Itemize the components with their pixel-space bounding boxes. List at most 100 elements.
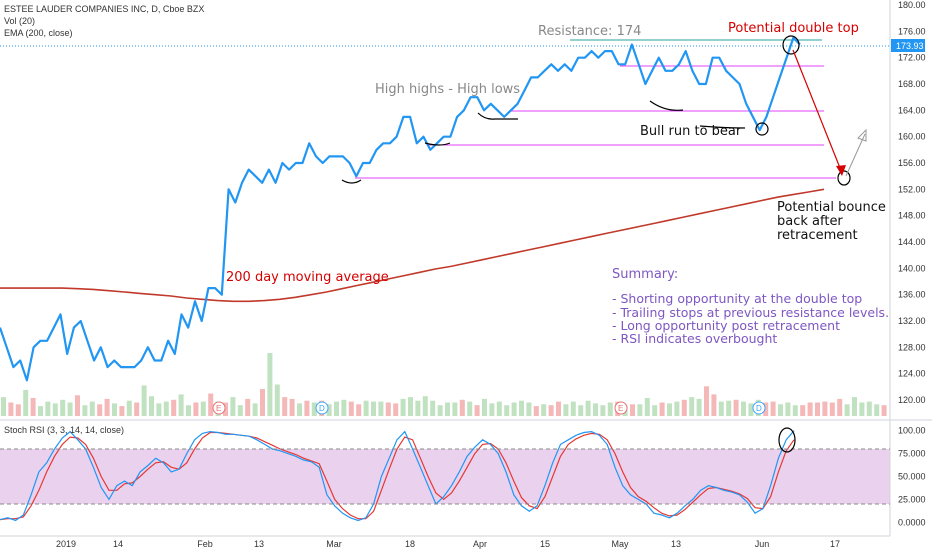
time-tick-label: Mar	[326, 539, 342, 549]
volume-bar	[489, 403, 495, 416]
time-tick-label: 2019	[56, 539, 76, 549]
rsi-tick-label: 0.0000	[898, 517, 926, 527]
time-tick-label: 15	[540, 539, 550, 549]
volume-bar	[437, 405, 443, 416]
dividend-marker-2-label: D	[756, 404, 762, 413]
volume-bar	[75, 395, 80, 416]
volume-bar	[482, 398, 487, 416]
volume-bar	[874, 404, 880, 416]
price-tick-label: 168.00	[898, 79, 926, 89]
bull-run-label: Bull run to bear	[640, 124, 742, 139]
volume-bar	[504, 405, 510, 416]
volume-bar	[385, 402, 391, 416]
time-tick-label: Feb	[197, 539, 213, 549]
summary-line-4: - RSI indicates overbought	[612, 331, 777, 346]
volume-bar	[659, 402, 665, 416]
volume-bar	[252, 403, 258, 416]
volume-bar	[230, 397, 236, 416]
double-top-circle	[782, 35, 800, 55]
volume-bar	[171, 399, 177, 416]
volume-bar	[223, 402, 228, 416]
symbol-legend[interactable]: ESTEE LAUDER COMPANIES INC, D, Cboe BZX	[4, 4, 204, 14]
volume-bar	[326, 404, 332, 416]
volume-bar	[15, 404, 21, 416]
volume-bar	[52, 403, 58, 416]
low-swoosh-2	[424, 142, 451, 146]
volume-bar	[119, 406, 125, 416]
earnings-marker-1[interactable]	[212, 401, 226, 415]
ema-legend[interactable]: EMA (200, close)	[4, 28, 73, 38]
bounce-label-3: retracement	[777, 228, 858, 243]
dividend-marker-1-label: D	[319, 404, 325, 413]
volume-bar	[681, 399, 687, 416]
earnings-marker-2[interactable]	[614, 401, 628, 415]
volume-bar	[445, 402, 450, 416]
volume-bar	[371, 401, 376, 416]
volume-bar	[208, 393, 214, 416]
volume-bar	[356, 404, 362, 416]
stoch-d-line	[0, 431, 795, 521]
time-tick-label: Jun	[755, 539, 770, 549]
volume-bar	[245, 398, 251, 416]
volume-bar	[1, 397, 6, 416]
price-badge-bg	[891, 39, 925, 52]
volume-bar	[289, 398, 295, 416]
rsi-tick-label: 50.000	[898, 472, 926, 482]
volume-bar	[533, 406, 539, 416]
volume-bar	[82, 405, 88, 416]
price-tick-label: 156.00	[898, 158, 926, 168]
volume-bar	[186, 405, 191, 416]
volume-bar	[304, 400, 310, 416]
resistance-label: Resistance: 174	[538, 24, 641, 39]
time-tick-label: 14	[113, 539, 123, 549]
price-tick-label: 124.00	[898, 369, 926, 379]
volume-bar	[829, 402, 835, 416]
volume-bar	[163, 401, 169, 416]
volume-bar	[837, 398, 843, 416]
volume-bar	[112, 403, 117, 416]
dividend-marker-2[interactable]	[752, 401, 766, 415]
volume-bar	[578, 405, 584, 416]
price-line-group	[0, 36, 801, 382]
projection-up-arrowhead	[857, 128, 867, 142]
volume-bar	[38, 406, 43, 416]
time-tick-label: Apr	[473, 539, 487, 549]
volume-bar	[282, 397, 288, 416]
volume-bar	[341, 399, 347, 416]
volume-bar	[149, 396, 154, 416]
volume-bar	[30, 398, 36, 416]
stoch-rsi-legend[interactable]: Stoch RSI (3, 3, 14, 14, close)	[4, 425, 124, 435]
volume-bar	[23, 389, 29, 416]
volume-bar	[452, 402, 458, 416]
summary-title: Summary:	[612, 267, 678, 282]
stoch-k-line	[0, 430, 795, 522]
volume-bar	[511, 402, 517, 416]
summary-line-2: - Trailing stops at previous resistance …	[612, 305, 889, 320]
volume-bar	[689, 397, 695, 416]
volume-bar	[267, 353, 273, 416]
bounce-label-1: Potential bounce	[777, 200, 886, 215]
summary-line-1: - Shorting opportunity at the double top	[612, 291, 862, 306]
price-badge: 173.93	[896, 41, 924, 51]
volume-bar	[548, 405, 554, 416]
time-axis-ticks: 2019 14 Feb 13 Mar 18 Apr 15 May 13 Jun 17	[56, 539, 840, 549]
price-tick-label: 152.00	[898, 184, 926, 194]
volume-bar	[334, 401, 339, 416]
stoch-rsi-lines	[0, 430, 795, 522]
ema-200-line	[0, 188, 825, 303]
volume-bar	[104, 398, 110, 416]
volume-bar	[408, 397, 413, 416]
volume-bar	[733, 399, 739, 416]
volume-bar	[644, 398, 650, 416]
dividend-marker-1[interactable]	[315, 401, 329, 415]
projection-down-line	[792, 49, 843, 174]
volume-bar	[556, 401, 561, 416]
volume-legend[interactable]: Vol (20)	[4, 16, 35, 26]
volume-bar	[459, 399, 465, 416]
volume-bar	[704, 386, 709, 416]
volume-bar	[97, 404, 103, 416]
rsi-axis-ticks: 100.00 75.000 50.000 25.000 0.0000	[898, 426, 926, 528]
volume-bar	[519, 400, 524, 416]
